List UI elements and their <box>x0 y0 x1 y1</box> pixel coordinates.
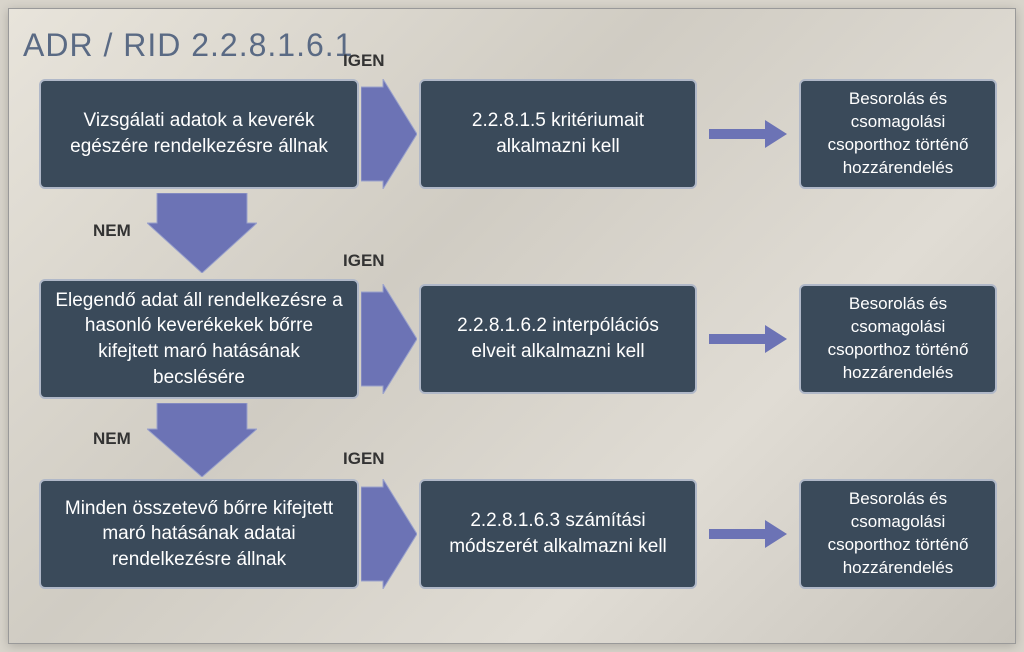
decision-box-row3: Minden összetevő bőrre kifejtett maró ha… <box>39 479 359 589</box>
arrow-right-row2-a <box>361 284 417 394</box>
arrow-right-row1-b <box>709 79 789 189</box>
label-yes-row3: IGEN <box>343 449 385 469</box>
action-box-row3: 2.2.8.1.6.3 számítási módszerét alkalmaz… <box>419 479 697 589</box>
label-no-down2: NEM <box>93 429 131 449</box>
arrow-right-row2-b <box>709 284 789 394</box>
label-yes-row2: IGEN <box>343 251 385 271</box>
arrow-down-1 <box>147 193 257 273</box>
result-box-row2: Besorolás és csomagolási csoporthoz tört… <box>799 284 997 394</box>
diagram-canvas: ADR / RID 2.2.8.1.6.1 IGEN Vizsgálati ad… <box>8 8 1016 644</box>
action-box-row2: 2.2.8.1.6.2 interpólációs elveit alkalma… <box>419 284 697 394</box>
decision-box-row2: Elegendő adat áll rendelkezésre a hasonl… <box>39 279 359 399</box>
arrow-right-row1-a <box>361 79 417 189</box>
label-no-down1: NEM <box>93 221 131 241</box>
label-yes-row1: IGEN <box>343 51 385 71</box>
diagram-title: ADR / RID 2.2.8.1.6.1 <box>23 27 353 64</box>
arrow-right-row3-b <box>709 479 789 589</box>
arrow-down-2 <box>147 403 257 477</box>
decision-box-row1: Vizsgálati adatok a keverék egészére ren… <box>39 79 359 189</box>
arrow-right-row3-a <box>361 479 417 589</box>
result-box-row3: Besorolás és csomagolási csoporthoz tört… <box>799 479 997 589</box>
result-box-row1: Besorolás és csomagolási csoporthoz tört… <box>799 79 997 189</box>
action-box-row1: 2.2.8.1.5 kritériumait alkalmazni kell <box>419 79 697 189</box>
